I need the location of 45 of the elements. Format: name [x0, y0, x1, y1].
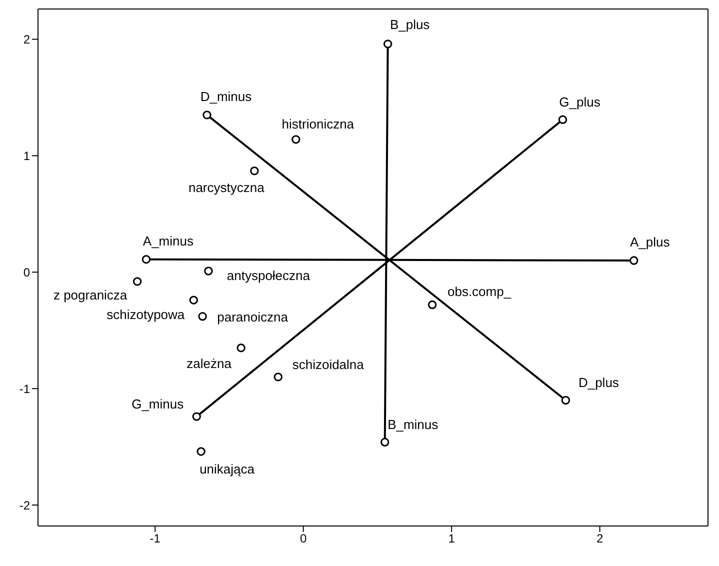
annotation: B_plus — [390, 16, 430, 32]
annotation: zależna — [186, 356, 232, 371]
annotation: D_minus — [200, 88, 252, 104]
point — [204, 266, 213, 276]
x-tick-label: 1 — [448, 532, 456, 546]
annotation: schizoidalna — [292, 356, 365, 372]
point — [383, 40, 392, 48]
annotation: z pogranicza — [53, 287, 128, 302]
point — [274, 372, 282, 382]
x-tick-label: 2 — [596, 532, 604, 546]
annotation: B_minus — [388, 417, 439, 432]
annotation: G_minus — [132, 396, 184, 412]
point — [132, 277, 142, 286]
point — [189, 296, 198, 304]
point — [142, 255, 151, 264]
point — [428, 300, 437, 310]
annotation: paranoiczna — [217, 309, 289, 324]
point — [292, 135, 300, 144]
annotation: obs.comp_ — [447, 284, 512, 299]
point — [561, 396, 570, 405]
annotation: unikająca — [200, 461, 256, 476]
y-tick-label: 2 — [23, 32, 30, 47]
point — [236, 343, 246, 352]
y-tick-label: 0 — [23, 265, 30, 280]
point — [202, 110, 212, 120]
annotation: D_plus — [578, 375, 620, 390]
y-tick-label: 1 — [23, 148, 30, 163]
point — [192, 412, 201, 421]
point — [630, 256, 638, 265]
y-tick-label: -2 — [19, 498, 30, 512]
annotation: narcystyczna — [188, 180, 266, 195]
point — [196, 447, 206, 456]
annotation: A_minus — [142, 233, 194, 248]
point — [198, 312, 207, 321]
annotation: G_plus — [559, 94, 601, 110]
y-tick-label: -1 — [19, 382, 30, 396]
annotation: histrioniczna — [282, 116, 355, 132]
point — [558, 115, 568, 124]
annotation: antyspołeczna — [226, 268, 311, 283]
annotation: schizotypowa — [106, 307, 186, 322]
point — [250, 166, 259, 176]
point — [380, 438, 390, 447]
annotation: A_plus — [630, 234, 670, 250]
x-tick-label: -1 — [150, 532, 161, 546]
x-tick-label: 0 — [300, 532, 307, 546]
